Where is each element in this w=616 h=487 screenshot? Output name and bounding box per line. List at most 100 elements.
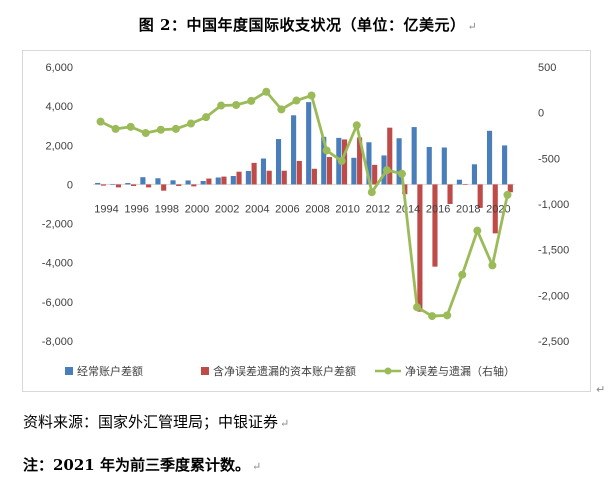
capital-account-bar bbox=[266, 170, 272, 185]
capital-account-bar bbox=[100, 184, 106, 186]
return-mark: ↵ bbox=[596, 383, 606, 396]
errors-omissions-point bbox=[413, 303, 422, 312]
x-axis-tick-label: 2018 bbox=[456, 203, 480, 215]
capital-account-bar bbox=[462, 184, 468, 186]
capital-account-bar bbox=[432, 184, 438, 267]
errors-omissions-point bbox=[292, 96, 301, 105]
right-axis-tick-label: -1,000 bbox=[538, 199, 569, 211]
errors-omissions-point bbox=[473, 226, 482, 235]
x-axis-tick-label: 2006 bbox=[275, 203, 299, 215]
capital-account-bar bbox=[326, 157, 333, 185]
current-account-bar bbox=[486, 130, 493, 185]
current-account-bar bbox=[110, 184, 116, 185]
current-account-bar bbox=[291, 115, 297, 185]
footnote: 注：2021 年为前三季度累计数。 ↵ bbox=[23, 456, 262, 474]
errors-omissions-point bbox=[247, 96, 256, 105]
capital-account-bar bbox=[357, 137, 363, 185]
errors-omissions-point bbox=[262, 87, 271, 96]
errors-omissions-point bbox=[488, 261, 497, 270]
errors-omissions-point bbox=[458, 270, 467, 279]
current-account-bar bbox=[441, 147, 447, 185]
current-account-bar bbox=[155, 178, 161, 185]
page-title: 图 2：中国年度国际收支状况（单位：亿美元） ↵ bbox=[138, 16, 478, 34]
right-axis-tick-label: 500 bbox=[538, 62, 556, 74]
errors-omissions-point bbox=[307, 91, 316, 100]
errors-omissions-point bbox=[141, 129, 150, 138]
capital-account-bar bbox=[492, 184, 498, 234]
capital-account-bar bbox=[296, 160, 302, 185]
bop-chart: 6,000 4,000 2,000 0 -2,000 -4,000 -6,000 -8,000… bbox=[42, 62, 569, 378]
x-axis-tick-label: 2004 bbox=[245, 203, 269, 215]
current-account-bar bbox=[200, 181, 206, 185]
capital-account-bar bbox=[130, 184, 137, 186]
errors-omissions-point bbox=[96, 117, 105, 126]
current-account-bar bbox=[275, 139, 282, 185]
current-account-bar bbox=[502, 145, 508, 185]
errors-omissions-line bbox=[99, 90, 509, 318]
errors-omissions-point bbox=[382, 166, 391, 175]
current-account-bar bbox=[351, 157, 357, 185]
capital-account-bar bbox=[477, 184, 483, 208]
x-axis-tick-label: 2002 bbox=[215, 203, 239, 215]
return-mark: ↵ bbox=[280, 417, 290, 430]
errors-omissions-point bbox=[443, 311, 452, 320]
errors-omissions-point bbox=[156, 125, 165, 134]
left-axis-tick-label: 0 bbox=[67, 179, 73, 191]
capital-account-bar bbox=[146, 184, 152, 188]
current-account-bar bbox=[140, 177, 146, 185]
capital-account-bar bbox=[387, 127, 393, 185]
chart-frame: 6,000 4,000 2,000 0 -2,000 -4,000 -6,000 -8,000… bbox=[22, 50, 591, 392]
right-axis-tick-label: -1,500 bbox=[538, 245, 569, 257]
errors-omissions-point bbox=[202, 113, 211, 122]
legend-swatch-marker bbox=[384, 367, 392, 375]
current-account-bar bbox=[185, 180, 191, 185]
left-axis-tick-label: 2,000 bbox=[45, 140, 73, 152]
errors-omissions-point bbox=[111, 124, 120, 133]
capital-account-bar bbox=[372, 164, 378, 185]
left-axis-tick-label: -2,000 bbox=[42, 219, 73, 231]
capital-account-bar bbox=[251, 162, 257, 185]
errors-omissions-point bbox=[337, 156, 346, 165]
capital-account-bar bbox=[161, 184, 167, 191]
errors-omissions-point bbox=[126, 122, 135, 131]
errors-omissions-point bbox=[217, 101, 226, 110]
current-account-bar bbox=[426, 146, 432, 185]
current-account-bar bbox=[396, 138, 402, 185]
errors-omissions-point bbox=[503, 190, 512, 199]
x-axis-tick-label: 2014 bbox=[396, 203, 420, 215]
errors-omissions-point bbox=[367, 188, 376, 197]
left-axis-tick-label: -4,000 bbox=[42, 258, 73, 270]
current-account-bar bbox=[125, 183, 131, 185]
left-axis-tick-label: 6,000 bbox=[45, 62, 73, 74]
current-account-bar bbox=[245, 170, 251, 185]
capital-account-bar bbox=[206, 178, 212, 185]
x-axis-tick-label: 1994 bbox=[94, 203, 118, 215]
right-axis-tick-label: 0 bbox=[538, 108, 544, 120]
legend-label-errors-omissions: 净误差与遗漏（右轴） bbox=[405, 364, 515, 378]
capital-account-bar bbox=[176, 184, 182, 186]
legend-swatch-current-account bbox=[65, 367, 73, 375]
current-account-bar bbox=[95, 182, 101, 185]
errors-omissions-point bbox=[277, 105, 286, 114]
errors-omissions-point bbox=[352, 121, 361, 130]
left-axis-tick-label: -8,000 bbox=[42, 336, 73, 348]
current-account-bar bbox=[366, 142, 372, 185]
x-axis-tick-label: 2010 bbox=[335, 203, 359, 215]
right-axis-tick-label: -500 bbox=[538, 153, 560, 165]
capital-account-bar bbox=[281, 170, 287, 185]
current-account-bar bbox=[170, 180, 176, 185]
current-account-bar bbox=[230, 175, 236, 185]
x-axis-tick-label: 2008 bbox=[305, 203, 329, 215]
x-axis-tick-label: 2000 bbox=[185, 203, 209, 215]
legend-swatch-capital-account bbox=[201, 367, 209, 375]
capital-account-bar bbox=[236, 171, 242, 185]
left-axis-tick-label: 4,000 bbox=[45, 101, 73, 113]
errors-omissions-point bbox=[186, 119, 195, 128]
x-axis-tick-label: 2020 bbox=[486, 203, 510, 215]
current-account-bar bbox=[456, 179, 462, 185]
legend-label-capital-account: 含净误差遗漏的资本账户差额 bbox=[213, 364, 356, 378]
capital-account-bar bbox=[221, 176, 227, 185]
capital-account-bar bbox=[417, 184, 423, 312]
x-axis-tick-label: 2016 bbox=[426, 203, 450, 215]
errors-omissions-point bbox=[232, 100, 241, 109]
